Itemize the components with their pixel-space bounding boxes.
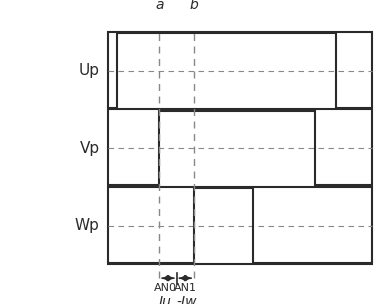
Text: -Iw: -Iw	[177, 295, 197, 304]
Text: Wp: Wp	[75, 218, 100, 233]
Text: Iu: Iu	[159, 295, 172, 304]
Text: Up: Up	[79, 63, 100, 78]
Text: Vp: Vp	[80, 141, 100, 156]
Text: AN1: AN1	[174, 283, 197, 293]
Text: b: b	[190, 0, 198, 12]
Text: a: a	[155, 0, 164, 12]
Text: AN0: AN0	[154, 283, 177, 293]
